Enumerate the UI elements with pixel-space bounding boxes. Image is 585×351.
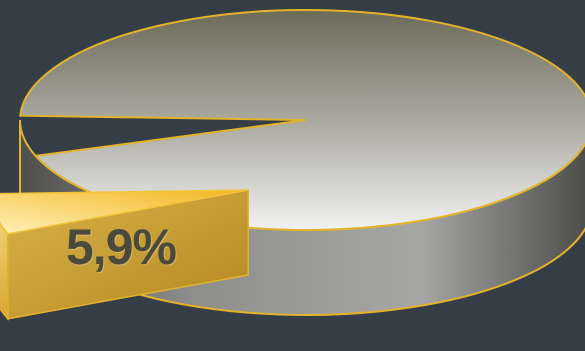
pie-slice-highlight xyxy=(0,189,249,235)
slice-value-label: 5,9% xyxy=(66,219,177,275)
pie-slice-highlight-front xyxy=(0,221,9,321)
